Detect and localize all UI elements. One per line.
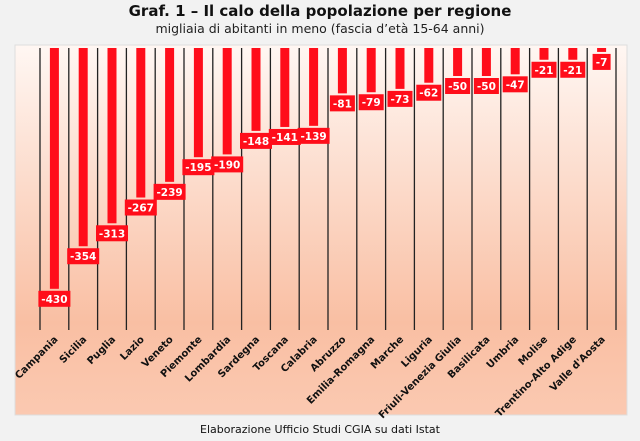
chart-subtitle: migliaia di abitanti in meno (fascia d’e…	[155, 21, 485, 36]
data-label: -141	[272, 132, 298, 144]
data-label-box	[358, 94, 384, 111]
data-label: -139	[300, 131, 326, 143]
chart-source: Elaborazione Ufficio Studi CGIA su dati …	[200, 423, 440, 436]
data-label: -21	[535, 65, 554, 77]
bar	[107, 48, 117, 224]
bar	[424, 48, 434, 83]
data-label-box	[445, 78, 471, 94]
bar	[136, 48, 146, 198]
bar	[222, 48, 232, 155]
data-label-box	[387, 90, 413, 107]
data-label: -239	[156, 187, 182, 199]
bar	[251, 48, 261, 131]
data-label-box	[124, 199, 157, 216]
data-label-box	[592, 53, 611, 70]
data-label: -7	[596, 57, 608, 69]
bar	[280, 48, 290, 127]
data-label-box	[329, 95, 355, 112]
bar	[366, 48, 376, 93]
data-label: -62	[419, 88, 438, 100]
data-label: -79	[362, 97, 381, 109]
data-label-box	[38, 290, 71, 307]
data-label-box	[297, 127, 330, 144]
bar	[568, 48, 578, 60]
bar	[78, 48, 88, 247]
data-label-box	[182, 159, 215, 176]
data-label-box	[560, 61, 586, 78]
bar	[309, 48, 319, 126]
data-label-box	[153, 183, 186, 200]
data-label-box	[502, 76, 528, 93]
data-label: -430	[41, 294, 67, 306]
data-label: -148	[243, 136, 269, 148]
bar	[481, 48, 491, 76]
data-label: -73	[391, 94, 410, 106]
data-label-box	[531, 61, 557, 78]
data-label-box	[96, 225, 128, 242]
data-label-box	[240, 132, 272, 149]
data-label-box	[211, 156, 244, 173]
bar	[165, 48, 175, 182]
data-label-box	[268, 128, 301, 145]
data-label: -21	[563, 65, 582, 77]
bar	[539, 48, 549, 60]
data-label-box	[473, 78, 499, 94]
data-label: -190	[214, 159, 240, 171]
data-label: -81	[333, 98, 352, 110]
bar	[193, 48, 203, 158]
data-label-box	[67, 248, 100, 265]
data-label: -47	[506, 79, 525, 91]
bar	[49, 48, 59, 289]
data-label: -313	[99, 228, 125, 240]
bar	[453, 48, 463, 76]
data-label: -267	[128, 203, 154, 215]
data-label: -354	[70, 251, 96, 263]
data-label: -50	[448, 81, 467, 93]
data-label: -50	[477, 81, 496, 93]
chart-title: Graf. 1 – Il calo della popolazione per …	[128, 2, 512, 20]
data-label-box	[416, 84, 442, 101]
bar	[337, 48, 347, 94]
data-label: -195	[185, 162, 211, 174]
bar	[510, 48, 520, 75]
bar	[597, 48, 607, 52]
bar	[395, 48, 405, 89]
